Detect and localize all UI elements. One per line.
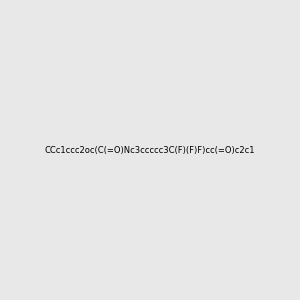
Text: CCc1ccc2oc(C(=O)Nc3ccccc3C(F)(F)F)cc(=O)c2c1: CCc1ccc2oc(C(=O)Nc3ccccc3C(F)(F)F)cc(=O)… — [45, 146, 255, 154]
